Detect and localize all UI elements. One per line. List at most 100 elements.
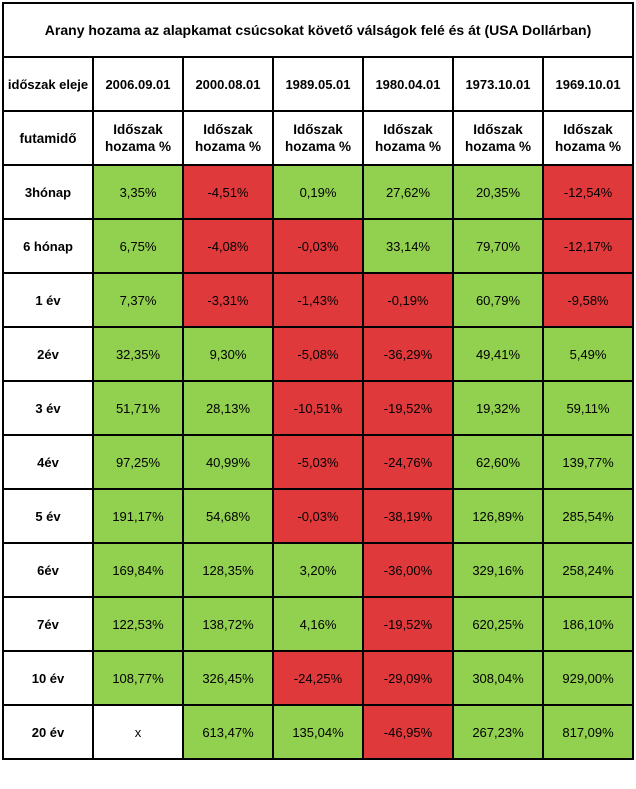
return-cell: 49,41%	[452, 326, 544, 382]
return-cell: 308,04%	[452, 650, 544, 706]
return-cell: -0,19%	[362, 272, 454, 328]
return-cell: 62,60%	[452, 434, 544, 490]
title-row: Arany hozama az alapkamat csúcsokat köve…	[1, 2, 635, 58]
row-label: 4év	[2, 434, 94, 490]
return-cell: 169,84%	[92, 542, 184, 598]
table-row: 7év 122,53% 138,72% 4,16% -19,52% 620,25% 186,…	[2, 596, 635, 652]
subheader-line1: Időszak	[113, 122, 163, 137]
return-cell: 135,04%	[272, 704, 364, 760]
return-cell: 40,99%	[182, 434, 274, 490]
subheader-row-label: futamidő	[2, 110, 94, 166]
return-cell: 60,79%	[452, 272, 544, 328]
subheader-line2: hozama %	[464, 139, 532, 154]
return-cell: 191,17%	[92, 488, 184, 544]
return-cell: 6,75%	[92, 218, 184, 274]
return-cell: 79,70%	[452, 218, 544, 274]
return-cell: 7,37%	[92, 272, 184, 328]
header-date: 2000.08.01	[182, 56, 274, 112]
return-cell: 929,00%	[541, 650, 635, 706]
return-cell: -4,08%	[182, 218, 274, 274]
header-row: időszak eleje 2006.09.01 2000.08.01 1989…	[2, 56, 635, 112]
return-cell: 285,54%	[541, 488, 635, 544]
return-cell: 0,19%	[272, 164, 364, 220]
subheader-col-label: Időszak hozama %	[92, 110, 184, 166]
table-row: 6év 169,84% 128,35% 3,20% -36,00% 329,16% 258,…	[2, 542, 635, 598]
return-cell: 97,25%	[92, 434, 184, 490]
return-cell: 258,24%	[541, 542, 635, 598]
table-row: 6 hónap 6,75% -4,08% -0,03% 33,14% 79,70% -12,…	[2, 218, 635, 274]
return-cell: -0,03%	[272, 488, 364, 544]
row-label: 6 hónap	[2, 218, 94, 274]
return-cell: -5,03%	[272, 434, 364, 490]
table-row: 3 év 51,71% 28,13% -10,51% -19,52% 19,32% 59,1…	[2, 380, 635, 436]
subheader-line1: Időszak	[563, 122, 613, 137]
row-label: 3 év	[2, 380, 94, 436]
table-row: 20 év x 613,47% 135,04% -46,95% 267,23% 817,09…	[2, 704, 635, 760]
subheader-line2: hozama %	[284, 139, 352, 154]
return-cell: -12,17%	[541, 218, 635, 274]
row-label: 3hónap	[2, 164, 94, 220]
row-label: 1 év	[2, 272, 94, 328]
return-cell: 3,20%	[272, 542, 364, 598]
return-cell: -24,76%	[362, 434, 454, 490]
return-cell: 613,47%	[182, 704, 274, 760]
return-cell: -4,51%	[182, 164, 274, 220]
return-cell: 126,89%	[452, 488, 544, 544]
subheader-col-label: Időszak hozama %	[452, 110, 544, 166]
return-cell: 108,77%	[92, 650, 184, 706]
return-cell: 59,11%	[541, 380, 635, 436]
row-label: 7év	[2, 596, 94, 652]
table-row: 2év 32,35% 9,30% -5,08% -36,29% 49,41% 5,49%	[2, 326, 635, 382]
return-cell: 139,77%	[541, 434, 635, 490]
header-date: 2006.09.01	[92, 56, 184, 112]
subheader-line1: Időszak	[383, 122, 433, 137]
return-cell: -1,43%	[272, 272, 364, 328]
subheader-col-label: Időszak hozama %	[272, 110, 364, 166]
return-cell: -38,19%	[362, 488, 454, 544]
header-date: 1980.04.01	[362, 56, 454, 112]
return-cell: -24,25%	[272, 650, 364, 706]
return-cell: 19,32%	[452, 380, 544, 436]
gold-returns-table: Arany hozama az alapkamat csúcsokat köve…	[1, 2, 635, 760]
return-cell: 326,45%	[182, 650, 274, 706]
return-cell: 27,62%	[362, 164, 454, 220]
header-date: 1989.05.01	[272, 56, 364, 112]
return-cell: 5,49%	[541, 326, 635, 382]
subheader-row: futamidő Időszak hozama % Időszak hozama % I…	[2, 110, 635, 166]
row-label: 10 év	[2, 650, 94, 706]
return-cell: -3,31%	[182, 272, 274, 328]
return-cell: 329,16%	[452, 542, 544, 598]
table-row: 4év 97,25% 40,99% -5,03% -24,76% 62,60% 139,77…	[2, 434, 635, 490]
subheader-col-label: Időszak hozama %	[362, 110, 454, 166]
subheader-line2: hozama %	[104, 139, 172, 154]
return-cell: 20,35%	[452, 164, 544, 220]
subheader-line1: Időszak	[473, 122, 523, 137]
subheader-col-label: Időszak hozama %	[541, 110, 635, 166]
return-cell: 186,10%	[541, 596, 635, 652]
subheader-line1: Időszak	[293, 122, 343, 137]
table-title: Arany hozama az alapkamat csúcsokat köve…	[1, 2, 635, 58]
table-row: 10 év 108,77% 326,45% -24,25% -29,09% 308,04%…	[2, 650, 635, 706]
return-cell: 3,35%	[92, 164, 184, 220]
return-cell: 817,09%	[541, 704, 635, 760]
subheader-line2: hozama %	[555, 139, 622, 154]
header-date: 1973.10.01	[452, 56, 544, 112]
return-cell: -5,08%	[272, 326, 364, 382]
return-cell: -19,52%	[362, 596, 454, 652]
table-row: 1 év 7,37% -3,31% -1,43% -0,19% 60,79% -9,58%	[2, 272, 635, 328]
subheader-line2: hozama %	[194, 139, 262, 154]
row-label: 5 év	[2, 488, 94, 544]
return-cell: x	[92, 704, 184, 760]
return-cell: 620,25%	[452, 596, 544, 652]
return-cell: -36,29%	[362, 326, 454, 382]
return-cell: -0,03%	[272, 218, 364, 274]
return-cell: 33,14%	[362, 218, 454, 274]
row-label: 6év	[2, 542, 94, 598]
table-row: 3hónap 3,35% -4,51% 0,19% 27,62% 20,35% -12,54…	[2, 164, 635, 220]
return-cell: -9,58%	[541, 272, 635, 328]
return-cell: -19,52%	[362, 380, 454, 436]
subheader-col-label: Időszak hozama %	[182, 110, 274, 166]
return-cell: 9,30%	[182, 326, 274, 382]
return-cell: 32,35%	[92, 326, 184, 382]
